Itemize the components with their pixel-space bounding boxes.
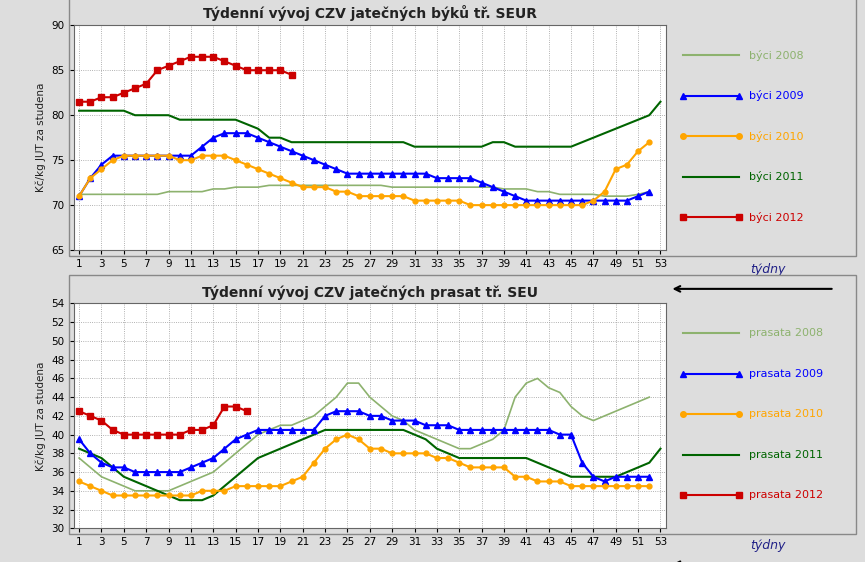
Text: prasata 2008: prasata 2008 (749, 328, 823, 338)
Y-axis label: Kč/kg JUT za studena: Kč/kg JUT za studena (35, 361, 46, 470)
Text: prasata 2012: prasata 2012 (749, 490, 823, 500)
Text: býci 2012: býci 2012 (749, 211, 804, 223)
Text: týdny: týdny (750, 538, 785, 552)
Text: týdny: týdny (750, 263, 785, 277)
Text: prasata 2011: prasata 2011 (749, 450, 823, 460)
Text: prasata 2010: prasata 2010 (749, 409, 823, 419)
Text: býci 2011: býci 2011 (749, 171, 804, 182)
Text: býci 2008: býci 2008 (749, 49, 804, 61)
Text: býci 2010: býci 2010 (749, 130, 804, 142)
Title: Týdenní vývoj CZV jatečných prasat tř. SEU: Týdenní vývoj CZV jatečných prasat tř. S… (202, 285, 538, 300)
Title: Týdenní vývoj CZV jatečných býků tř. SEUR: Týdenní vývoj CZV jatečných býků tř. SEU… (202, 6, 537, 21)
Text: býci 2009: býci 2009 (749, 90, 804, 101)
Text: prasata 2009: prasata 2009 (749, 369, 823, 379)
Y-axis label: Kč/kg JUT za studena: Kč/kg JUT za studena (35, 83, 46, 192)
